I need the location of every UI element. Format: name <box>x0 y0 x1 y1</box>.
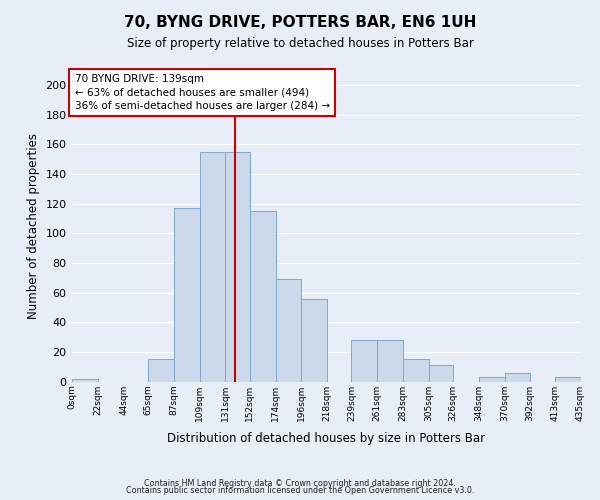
Bar <box>403 360 428 382</box>
Text: 70, BYNG DRIVE, POTTERS BAR, EN6 1UH: 70, BYNG DRIVE, POTTERS BAR, EN6 1UH <box>124 15 476 30</box>
Text: Contains public sector information licensed under the Open Government Licence v3: Contains public sector information licen… <box>126 486 474 495</box>
Bar <box>250 211 275 382</box>
Bar <box>352 340 377 382</box>
Y-axis label: Number of detached properties: Number of detached properties <box>27 133 40 319</box>
Bar <box>479 378 505 382</box>
Bar <box>505 373 530 382</box>
Bar <box>275 280 301 382</box>
X-axis label: Distribution of detached houses by size in Potters Bar: Distribution of detached houses by size … <box>167 432 485 445</box>
Bar <box>174 208 200 382</box>
Bar <box>555 378 581 382</box>
Bar <box>72 379 98 382</box>
Text: Size of property relative to detached houses in Potters Bar: Size of property relative to detached ho… <box>127 38 473 51</box>
Bar <box>148 360 174 382</box>
Bar <box>428 366 453 382</box>
Bar <box>301 298 327 382</box>
Bar <box>377 340 403 382</box>
Text: Contains HM Land Registry data © Crown copyright and database right 2024.: Contains HM Land Registry data © Crown c… <box>144 478 456 488</box>
Bar <box>200 152 225 382</box>
Bar <box>225 152 250 382</box>
Text: 70 BYNG DRIVE: 139sqm
← 63% of detached houses are smaller (494)
36% of semi-det: 70 BYNG DRIVE: 139sqm ← 63% of detached … <box>74 74 329 111</box>
